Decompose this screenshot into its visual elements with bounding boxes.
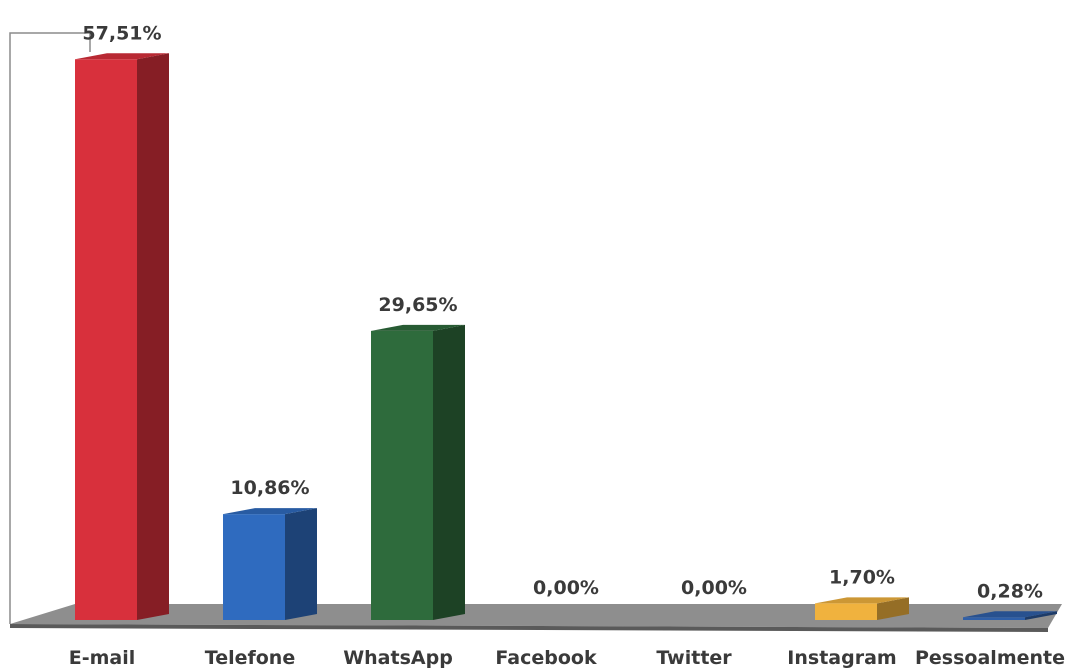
bar-front-telefone: [223, 514, 285, 620]
category-label-instagram: Instagram: [787, 647, 896, 669]
bar-telefone: [223, 508, 317, 620]
left-axis-wall: [9, 32, 91, 624]
category-label-twitter: Twitter: [656, 647, 732, 669]
bar-e-mail: [75, 53, 169, 620]
bar-front-whatsapp: [371, 330, 433, 620]
bar-front-e-mail: [75, 59, 137, 620]
category-label-whatsapp: WhatsApp: [343, 647, 453, 669]
bar-front-instagram: [815, 603, 877, 620]
bar-top-whatsapp: [371, 324, 465, 331]
data-label-pessoalmente: 0,28%: [977, 580, 1043, 602]
data-label-e-mail: 57,51%: [82, 22, 161, 44]
category-label-pessoalmente: Pessoalmente: [915, 647, 1065, 669]
category-label-facebook: Facebook: [495, 647, 597, 669]
bar-side-telefone: [285, 508, 317, 620]
bar-instagram: [815, 597, 909, 620]
category-label-e-mail: E-mail: [69, 647, 136, 669]
data-label-telefone: 10,86%: [230, 477, 309, 499]
bar-top-pessoalmente: [963, 611, 1057, 618]
data-label-facebook: 0,00%: [533, 577, 599, 599]
bar-side-e-mail: [137, 53, 169, 620]
data-label-twitter: 0,00%: [681, 577, 747, 599]
bar-top-instagram: [815, 597, 909, 604]
category-label-telefone: Telefone: [205, 647, 295, 669]
bar-side-instagram: [877, 597, 909, 620]
bar-pessoalmente: [963, 611, 1057, 620]
bar-side-pessoalmente: [1025, 611, 1057, 620]
bar-top-telefone: [223, 508, 317, 515]
bar-front-pessoalmente: [963, 617, 1025, 620]
bar-top-e-mail: [75, 53, 169, 60]
data-label-instagram: 1,70%: [829, 566, 895, 588]
bar-side-whatsapp: [433, 324, 465, 620]
floor-front: [10, 624, 1048, 632]
bar-whatsapp: [371, 324, 465, 620]
data-label-whatsapp: 29,65%: [378, 294, 457, 316]
